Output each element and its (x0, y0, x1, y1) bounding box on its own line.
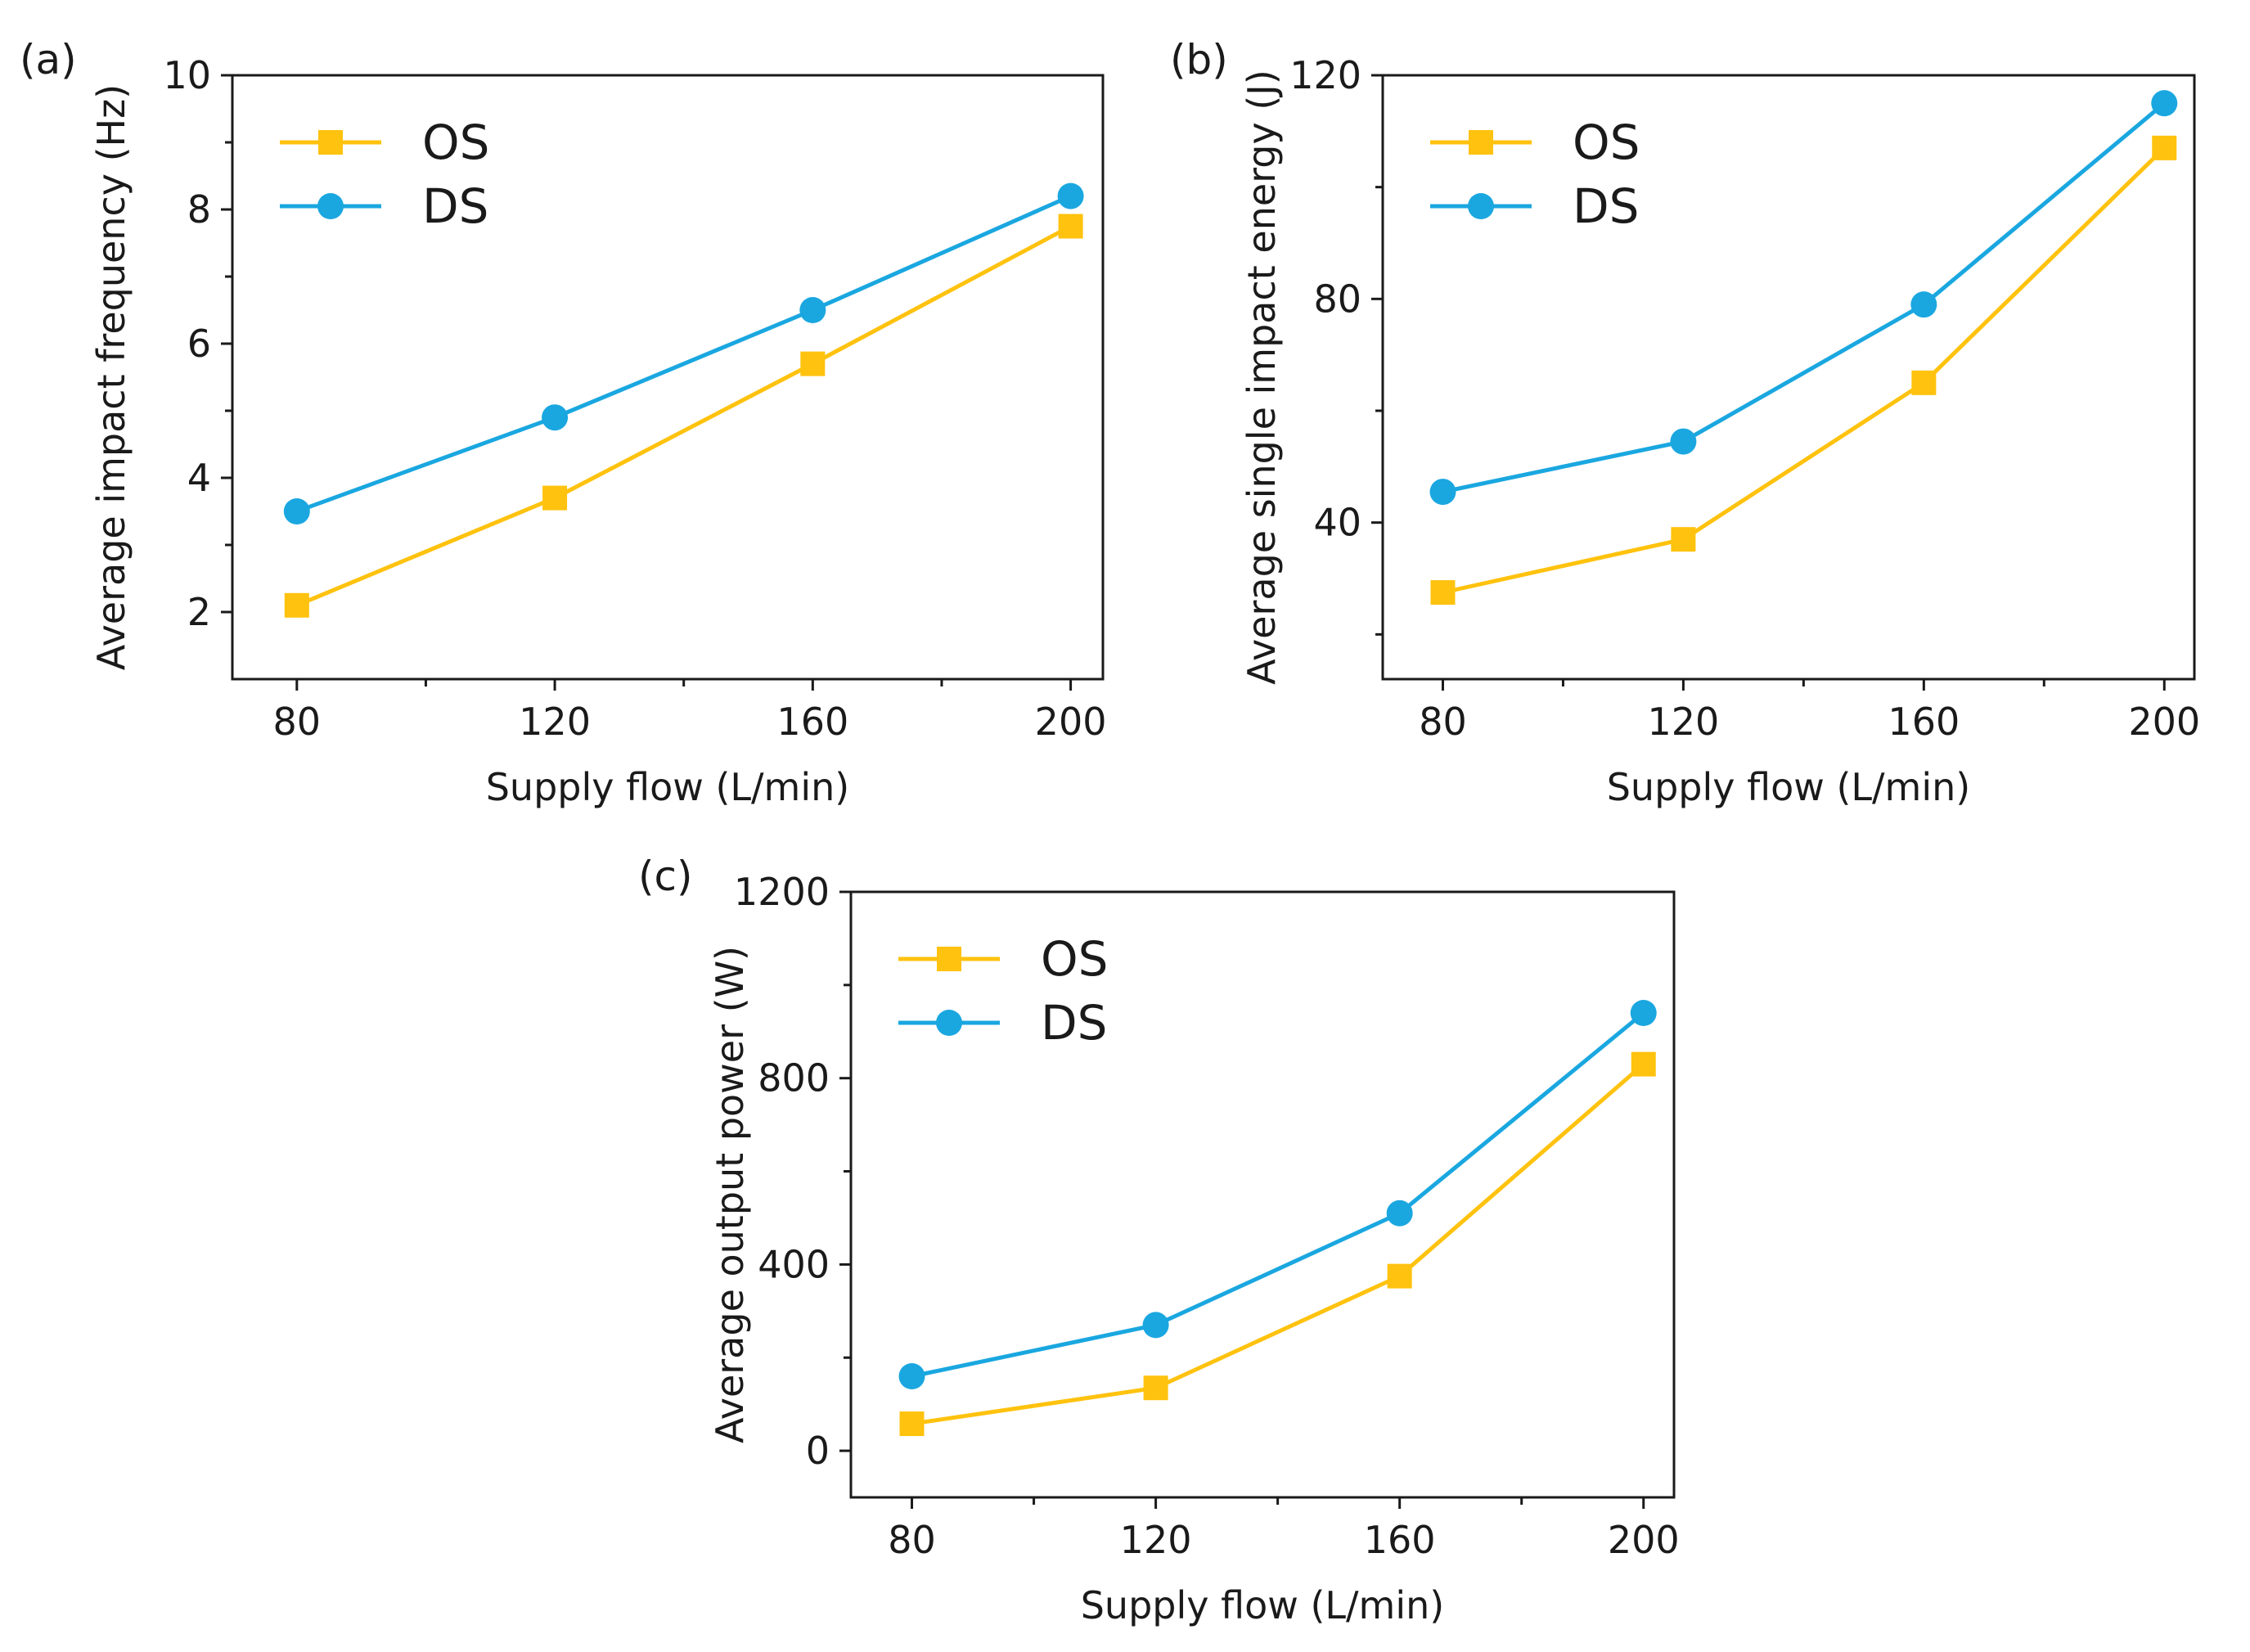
chart-panel: (b) 80 120 160 200 40 80 120 Supply flow (L/min)… (1170, 36, 2200, 809)
y-tick-label: 10 (163, 53, 211, 97)
y-tick-label: 6 (187, 322, 211, 366)
y-tick-label: 80 (1313, 277, 1361, 321)
panel-label: (a) (20, 36, 77, 83)
legend-marker-ds (1468, 193, 1494, 219)
data-point-ds (898, 1363, 925, 1389)
series-line-ds (1442, 101, 2166, 494)
data-point-os (1631, 1051, 1656, 1077)
data-point-os (2152, 135, 2177, 160)
data-point-ds (1670, 428, 1697, 455)
y-tick-label: 8 (187, 187, 211, 232)
data-point-os (1387, 1263, 1412, 1289)
legend-label-os: OS (1573, 115, 1640, 170)
y-tick-label: 40 (1313, 501, 1361, 545)
x-tick-label: 200 (2128, 700, 2200, 744)
x-tick-label: 160 (1364, 1518, 1436, 1562)
data-point-ds (1910, 291, 1937, 318)
data-point-ds (1429, 479, 1456, 506)
data-point-os (800, 351, 826, 376)
series-line-os (911, 1062, 1645, 1426)
y-tick-label: 400 (758, 1242, 830, 1286)
y-tick-label: 2 (187, 590, 211, 634)
data-point-ds (1386, 1200, 1413, 1227)
x-tick-label: 200 (1035, 700, 1107, 744)
y-tick-label: 0 (806, 1429, 830, 1473)
plot-frame (231, 74, 1105, 681)
x-tick-label: 120 (519, 700, 591, 744)
x-tick-label: 80 (888, 1518, 936, 1562)
data-point-ds (799, 297, 826, 323)
data-point-ds (2151, 90, 2178, 117)
data-point-ds (1630, 1000, 1657, 1026)
legend-marker-os (937, 947, 961, 971)
series-line-ds (295, 194, 1072, 514)
y-tick-label: 1200 (734, 870, 830, 914)
chart-panel: (c) 80 120 160 200 0 400 800 1200 Supply flow (L/… (638, 853, 1680, 1627)
legend-marker-ds (936, 1010, 962, 1036)
x-axis-title: Supply flow (L/min) (1081, 1583, 1445, 1627)
data-point-os (1911, 370, 1937, 395)
data-point-os (284, 592, 309, 618)
y-tick-label: 4 (187, 456, 211, 500)
y-axis-title: Average impact frequency (Hz) (89, 84, 133, 670)
data-point-os (1058, 214, 1083, 239)
legend-label-ds: DS (422, 178, 488, 234)
panel-label: (b) (1170, 36, 1228, 83)
legend-marker-os (1469, 130, 1493, 155)
data-point-ds (1142, 1312, 1169, 1339)
plot-frame (1381, 74, 2196, 681)
y-tick-label: 800 (758, 1056, 830, 1101)
x-tick-label: 120 (1120, 1518, 1192, 1562)
plot-frame (849, 890, 1676, 1499)
y-axis-title: Average single impact energy (J) (1240, 70, 1284, 685)
y-tick-label: 120 (1289, 53, 1361, 97)
x-tick-label: 80 (1419, 700, 1467, 744)
y-axis-title: Average output power (W) (708, 946, 752, 1443)
series-line-os (295, 224, 1072, 608)
x-tick-label: 200 (1608, 1518, 1680, 1562)
legend-marker-ds (317, 193, 344, 219)
x-tick-label: 160 (1888, 700, 1960, 744)
data-point-ds (283, 498, 310, 524)
x-axis-title: Supply flow (L/min) (1607, 765, 1971, 809)
data-point-os (1430, 580, 1456, 605)
data-point-os (542, 485, 568, 511)
x-axis-title: Supply flow (L/min) (486, 765, 850, 809)
panel-label: (c) (638, 853, 693, 900)
legend-label-os: OS (422, 115, 489, 170)
legend-label-ds: DS (1041, 995, 1107, 1051)
data-point-os (1143, 1375, 1168, 1401)
series-line-ds (911, 1011, 1645, 1379)
data-point-ds (1057, 182, 1084, 209)
legend-marker-os (318, 130, 343, 155)
legend-label-os: OS (1041, 931, 1108, 987)
chart-panel: (a) 80 120 160 200 2 4 6 8 10 Supply flow (L/min) A… (20, 36, 1106, 809)
x-tick-label: 120 (1648, 700, 1720, 744)
x-tick-label: 80 (273, 700, 322, 744)
data-point-os (1671, 527, 1696, 552)
data-point-ds (542, 404, 569, 431)
series-line-os (1442, 146, 2167, 595)
x-tick-label: 160 (776, 700, 848, 744)
legend-label-ds: DS (1573, 178, 1639, 234)
data-point-os (899, 1411, 925, 1437)
